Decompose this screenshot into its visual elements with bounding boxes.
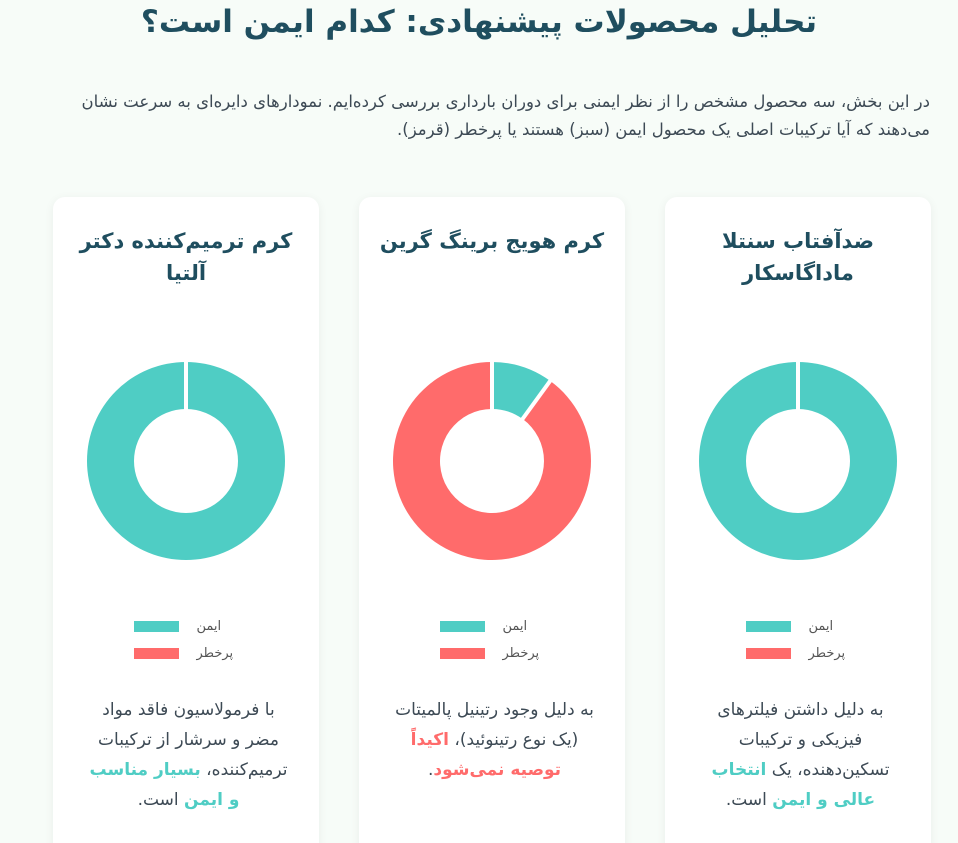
product-title: کرم ترمیم‌کننده دکتر آلتیا xyxy=(79,229,293,285)
safety-donut-chart xyxy=(393,361,591,560)
desc-end: . xyxy=(427,760,434,780)
legend-item-safe[interactable]: ایمن xyxy=(53,617,319,635)
verdict-highlight: اکیداً توصیه نمی‌شود xyxy=(410,730,562,780)
product-card-centella: ضدآفتاب سنتلا ماداگاسکار ایمن پرخطر به د… xyxy=(665,197,931,843)
legend-label-safe: ایمن xyxy=(196,618,222,634)
product-title: ضدآفتاب سنتلا ماداگاسکار xyxy=(722,229,874,285)
product-description: با فرمولاسیون فاقد مواد مضر و سرشار از ت… xyxy=(83,695,294,815)
product-title: کرم هویج برینگ گرین xyxy=(379,229,605,253)
legend-swatch-risk xyxy=(133,647,179,659)
desc-text: به دلیل داشتن فیلترهای فیزیکی و ترکیبات … xyxy=(717,700,890,780)
legend-label-risk: پرخطر xyxy=(502,645,540,661)
verdict-highlight: بسیار مناسب و ایمن xyxy=(89,760,240,810)
legend-item-risk[interactable]: پرخطر xyxy=(665,644,931,662)
slice-risk[interactable] xyxy=(393,362,591,560)
legend-swatch-risk xyxy=(745,647,791,659)
desc-end: است. xyxy=(137,790,185,810)
legend-item-risk[interactable]: پرخطر xyxy=(53,644,319,662)
chart-legend: ایمن پرخطر xyxy=(359,617,625,671)
legend-item-risk[interactable]: پرخطر xyxy=(359,644,625,662)
legend-label-risk: پرخطر xyxy=(808,645,846,661)
page-title: تحلیل محصولات پیشنهادی: کدام ایمن است؟ xyxy=(140,4,818,40)
desc-text: با فرمولاسیون فاقد مواد مضر و سرشار از ت… xyxy=(98,700,288,780)
slice-safe[interactable] xyxy=(87,362,285,560)
legend-swatch-risk xyxy=(439,647,485,659)
legend-item-safe[interactable]: ایمن xyxy=(359,617,625,635)
safety-donut-chart xyxy=(87,361,285,560)
slice-safe[interactable] xyxy=(492,362,551,419)
verdict-highlight: انتخاب عالی و ایمن xyxy=(711,760,876,810)
product-description: به دلیل داشتن فیلترهای فیزیکی و ترکیبات … xyxy=(695,695,906,815)
legend-swatch-safe xyxy=(439,620,485,632)
legend-label-risk: پرخطر xyxy=(196,645,234,661)
legend-label-safe: ایمن xyxy=(808,618,834,634)
chart-legend: ایمن پرخطر xyxy=(665,617,931,671)
desc-text: به دلیل وجود رتینیل پالمیتات (یک نوع رتی… xyxy=(395,700,594,750)
legend-label-safe: ایمن xyxy=(502,618,528,634)
slice-safe[interactable] xyxy=(699,362,897,560)
desc-end: است. xyxy=(725,790,773,810)
legend-swatch-safe xyxy=(745,620,791,632)
intro-paragraph: در این بخش، سه محصول مشخص را از نظر ایمن… xyxy=(81,92,930,139)
product-description: به دلیل وجود رتینیل پالمیتات (یک نوع رتی… xyxy=(389,695,600,785)
product-card-carrot: کرم هویج برینگ گرین ایمن پرخطر به دلیل و… xyxy=(359,197,625,843)
legend-item-safe[interactable]: ایمن xyxy=(665,617,931,635)
chart-legend: ایمن پرخطر xyxy=(53,617,319,671)
product-card-dr-althea: کرم ترمیم‌کننده دکتر آلتیا ایمن پرخطر با… xyxy=(53,197,319,843)
safety-donut-chart xyxy=(699,361,897,560)
slice-separator xyxy=(520,378,553,421)
legend-swatch-safe xyxy=(133,620,179,632)
